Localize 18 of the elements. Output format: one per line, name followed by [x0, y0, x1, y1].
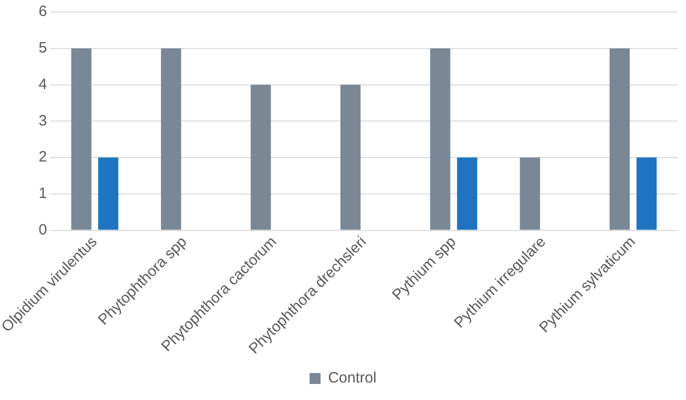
bar — [160, 48, 182, 230]
bar — [340, 84, 361, 230]
bar — [457, 158, 478, 230]
y-tick-label: 2 — [38, 148, 47, 166]
bar — [430, 48, 450, 230]
y-tick-label: 4 — [38, 76, 47, 93]
y-tick-label: 5 — [38, 40, 47, 57]
bar — [610, 48, 630, 230]
y-tick-label: 1 — [38, 185, 47, 202]
y-tick-label: 0 — [38, 221, 47, 238]
bar — [520, 158, 540, 230]
bar — [98, 158, 118, 230]
bar — [71, 48, 92, 230]
y-tick-label: 6 — [38, 3, 47, 20]
legend-label: Control — [328, 370, 376, 387]
bar — [250, 84, 271, 230]
bar — [636, 158, 657, 230]
y-tick-label: 3 — [38, 112, 47, 130]
